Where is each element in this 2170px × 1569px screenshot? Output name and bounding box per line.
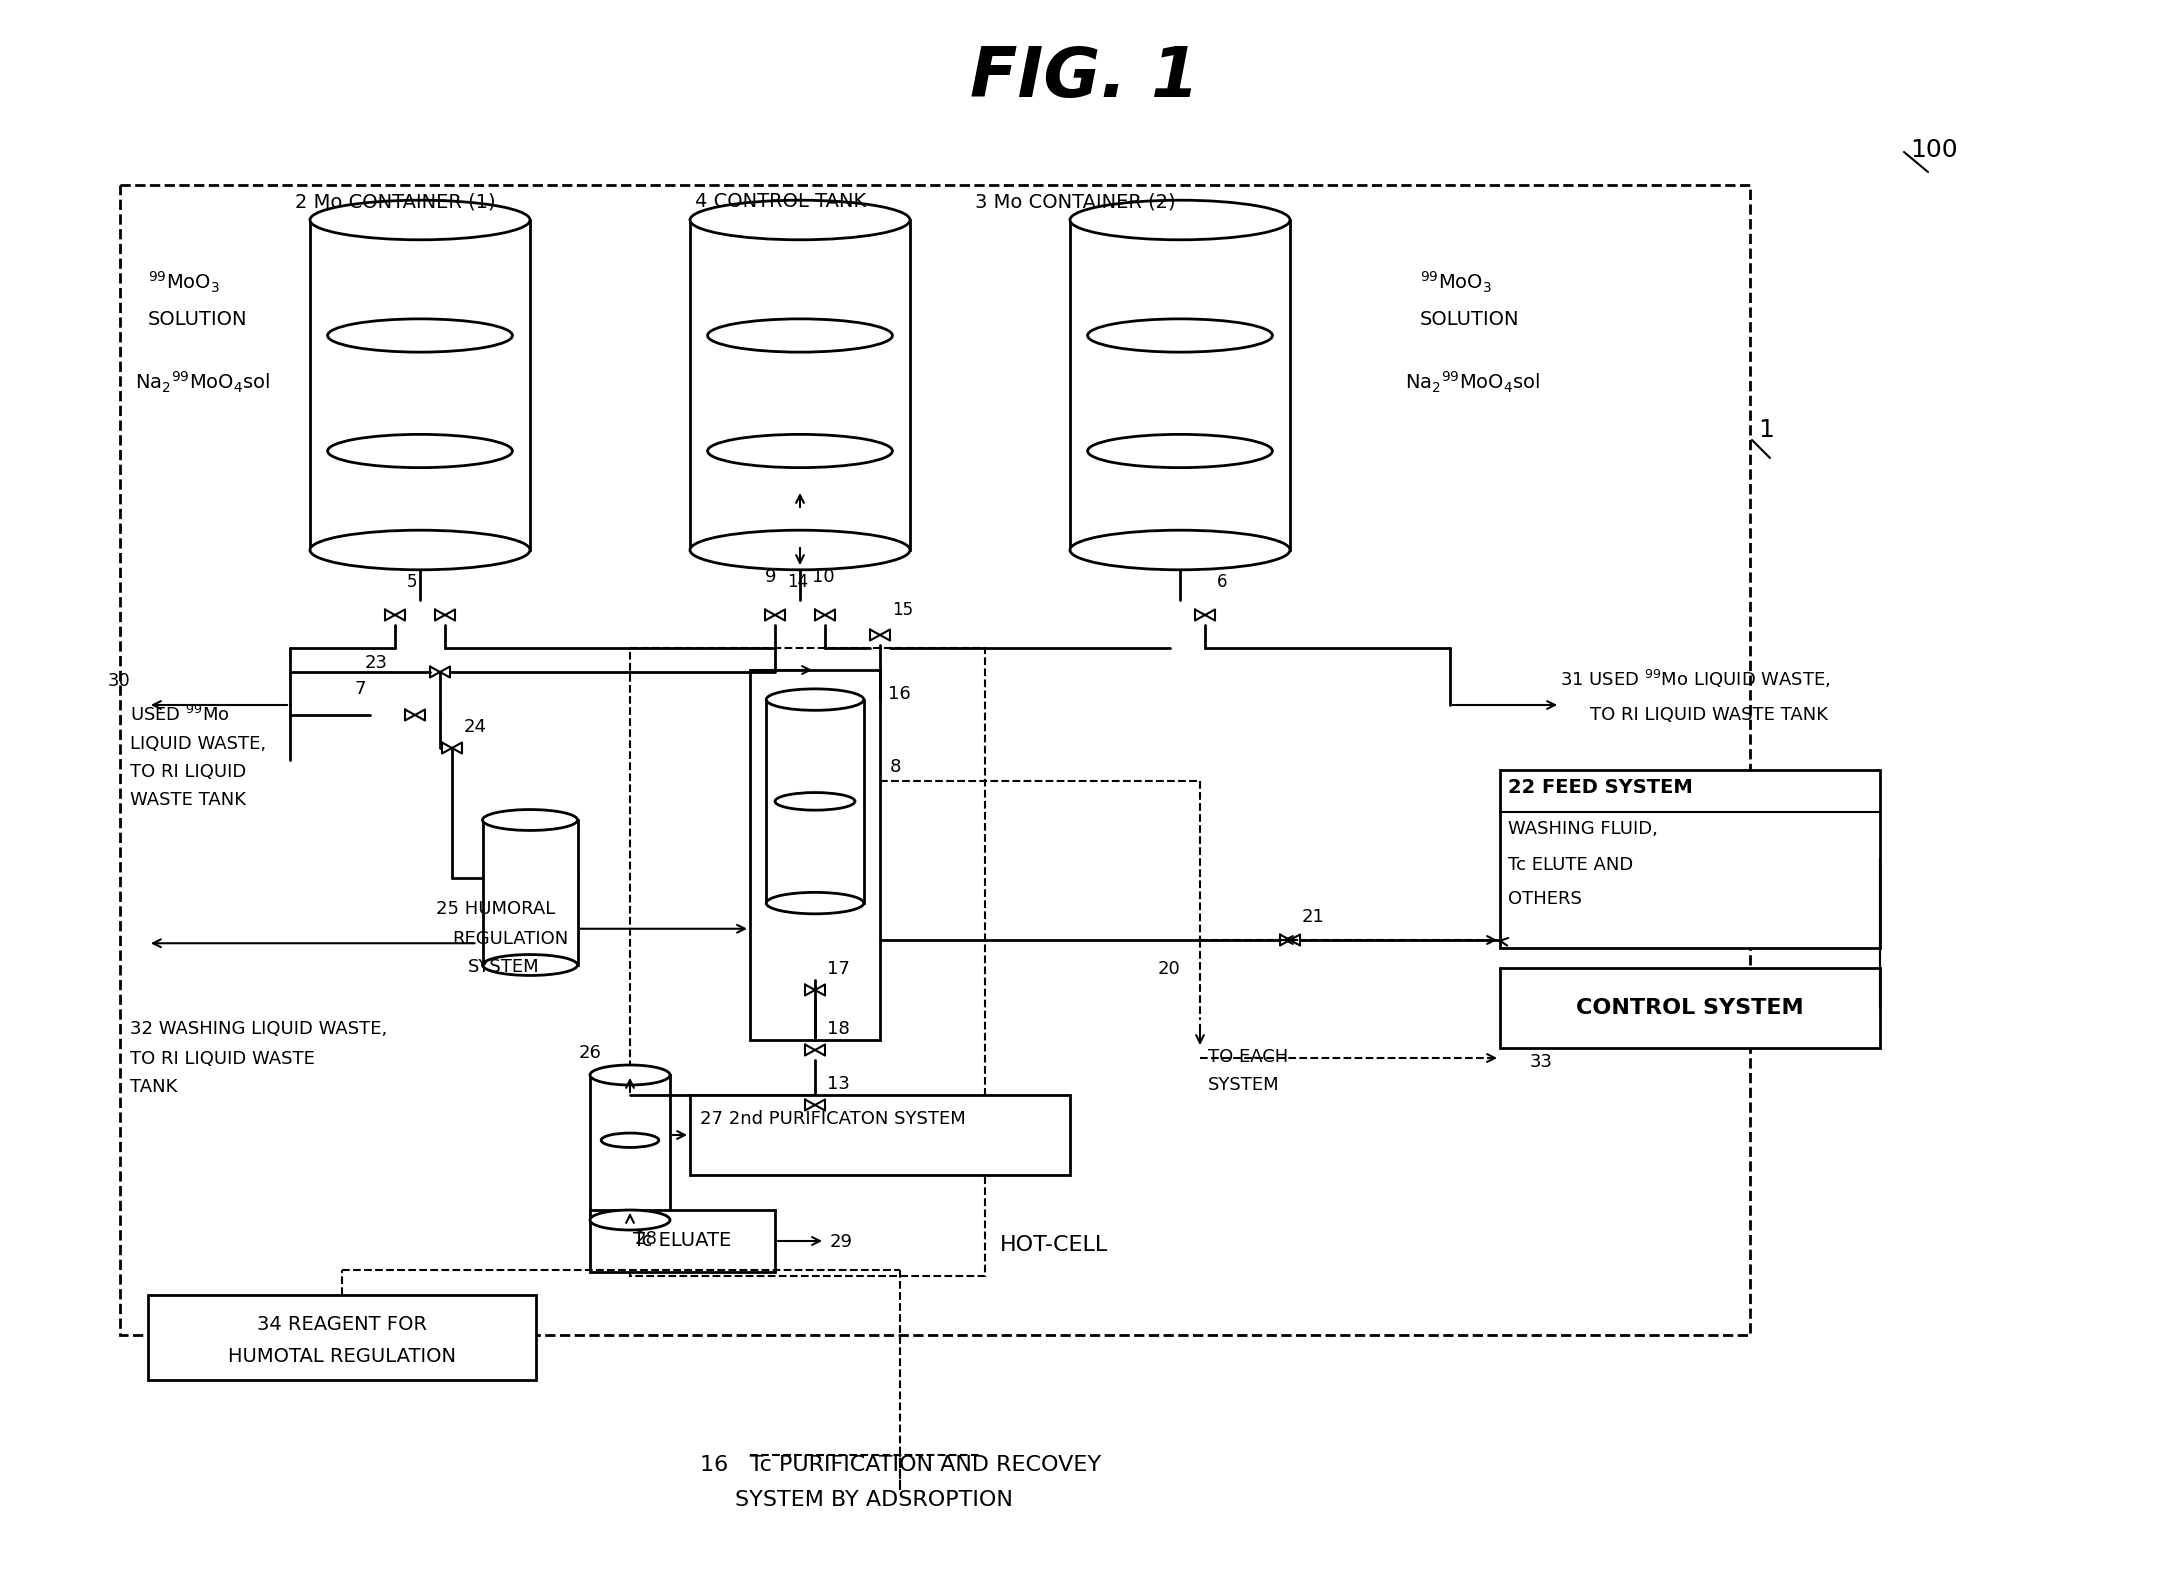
Text: WASHING FLUID,: WASHING FLUID, (1508, 821, 1658, 838)
Text: 24: 24 (464, 719, 486, 736)
Text: 31 USED $^{99}$Mo LIQUID WASTE,: 31 USED $^{99}$Mo LIQUID WASTE, (1560, 668, 1831, 690)
Text: Na$_2$$^{99}$MoO$_4$sol: Na$_2$$^{99}$MoO$_4$sol (135, 370, 271, 395)
Text: 7: 7 (356, 679, 367, 698)
Text: 26: 26 (579, 1043, 601, 1062)
Text: 2 Mo CONTAINER (1): 2 Mo CONTAINER (1) (295, 191, 495, 210)
Text: TO RI LIQUID: TO RI LIQUID (130, 763, 245, 781)
Text: 100: 100 (1910, 138, 1957, 162)
Ellipse shape (775, 792, 855, 810)
Text: 8: 8 (890, 758, 901, 777)
Text: 9: 9 (766, 568, 777, 585)
Bar (1499, 968, 1879, 1048)
Ellipse shape (482, 810, 577, 830)
Ellipse shape (310, 530, 529, 570)
Text: TO RI LIQUID WASTE: TO RI LIQUID WASTE (130, 1050, 315, 1068)
Text: $^{99}$MoO$_3$: $^{99}$MoO$_3$ (1419, 270, 1493, 295)
Ellipse shape (707, 319, 892, 351)
Text: 14: 14 (788, 573, 807, 592)
Bar (590, 1210, 775, 1272)
Text: SYSTEM BY ADSROPTION: SYSTEM BY ADSROPTION (736, 1491, 1013, 1509)
Text: HOT-CELL: HOT-CELL (1000, 1235, 1109, 1255)
Ellipse shape (328, 435, 512, 468)
Ellipse shape (482, 954, 577, 976)
Ellipse shape (1087, 319, 1272, 351)
Ellipse shape (1070, 530, 1289, 570)
Text: 16   Tc PURIFICATION AND RECOVEY: 16 Tc PURIFICATION AND RECOVEY (701, 1454, 1100, 1475)
Text: SOLUTION: SOLUTION (1419, 311, 1519, 329)
Ellipse shape (1070, 201, 1289, 240)
Text: HUMOTAL REGULATION: HUMOTAL REGULATION (228, 1346, 456, 1365)
Text: 27 2nd PURIFICATON SYSTEM: 27 2nd PURIFICATON SYSTEM (701, 1109, 966, 1128)
Text: 4 CONTROL TANK: 4 CONTROL TANK (694, 191, 866, 210)
Text: SYSTEM: SYSTEM (1209, 1076, 1280, 1094)
Bar (148, 1294, 536, 1381)
Bar (119, 185, 1749, 1335)
Text: Tc ELUATE: Tc ELUATE (634, 1232, 731, 1250)
Text: FIG. 1: FIG. 1 (970, 44, 1200, 111)
Text: 29: 29 (829, 1233, 853, 1250)
Text: 33: 33 (1530, 1053, 1554, 1072)
Text: 32 WASHING LIQUID WASTE,: 32 WASHING LIQUID WASTE, (130, 1020, 386, 1039)
Text: 23: 23 (365, 654, 388, 672)
Bar (690, 220, 909, 551)
Ellipse shape (601, 1133, 660, 1147)
Ellipse shape (328, 319, 512, 351)
Text: 18: 18 (827, 1020, 851, 1039)
Bar (766, 700, 864, 904)
Text: 28: 28 (636, 1230, 658, 1247)
Text: 21: 21 (1302, 908, 1326, 926)
Text: 16: 16 (888, 686, 911, 703)
Text: Tc ELUTE AND: Tc ELUTE AND (1508, 857, 1634, 874)
Text: 1: 1 (1758, 417, 1773, 442)
Ellipse shape (310, 201, 529, 240)
Text: TANK: TANK (130, 1078, 178, 1097)
Ellipse shape (707, 435, 892, 468)
Text: 15: 15 (892, 601, 914, 620)
Text: 17: 17 (827, 960, 851, 977)
Bar (690, 1095, 1070, 1175)
Text: 3 Mo CONTAINER (2): 3 Mo CONTAINER (2) (974, 191, 1176, 210)
Ellipse shape (766, 689, 864, 711)
Text: 13: 13 (827, 1075, 851, 1094)
Text: 10: 10 (812, 568, 835, 585)
Bar (590, 1075, 671, 1221)
Text: WASTE TANK: WASTE TANK (130, 791, 245, 810)
Text: SOLUTION: SOLUTION (148, 311, 247, 329)
Ellipse shape (1087, 435, 1272, 468)
Bar (1499, 770, 1879, 948)
Text: Na$_2$$^{99}$MoO$_4$sol: Na$_2$$^{99}$MoO$_4$sol (1404, 370, 1541, 395)
Text: CONTROL SYSTEM: CONTROL SYSTEM (1575, 998, 1803, 1018)
Ellipse shape (690, 530, 909, 570)
Text: 20: 20 (1157, 960, 1180, 977)
Text: OTHERS: OTHERS (1508, 890, 1582, 908)
Bar (482, 821, 577, 965)
Text: SYSTEM: SYSTEM (469, 959, 540, 976)
Text: 22 FEED SYSTEM: 22 FEED SYSTEM (1508, 778, 1693, 797)
Text: 30: 30 (106, 672, 130, 690)
Text: 6: 6 (1217, 573, 1228, 592)
Ellipse shape (590, 1210, 671, 1230)
Text: LIQUID WASTE,: LIQUID WASTE, (130, 734, 267, 753)
Ellipse shape (690, 201, 909, 240)
Ellipse shape (766, 893, 864, 913)
Text: 5: 5 (408, 573, 417, 592)
Bar (310, 220, 529, 551)
Bar (1070, 220, 1289, 551)
Ellipse shape (590, 1065, 671, 1086)
Text: USED $^{99}$Mo: USED $^{99}$Mo (130, 704, 230, 725)
Bar (751, 670, 881, 1040)
Text: 25 HUMORAL: 25 HUMORAL (436, 901, 556, 918)
Text: TO RI LIQUID WASTE TANK: TO RI LIQUID WASTE TANK (1591, 706, 1827, 723)
Text: TO EACH: TO EACH (1209, 1048, 1289, 1065)
Text: 34 REAGENT FOR: 34 REAGENT FOR (256, 1315, 427, 1334)
Bar (629, 648, 985, 1276)
Text: REGULATION: REGULATION (451, 930, 569, 948)
Text: $^{99}$MoO$_3$: $^{99}$MoO$_3$ (148, 270, 219, 295)
